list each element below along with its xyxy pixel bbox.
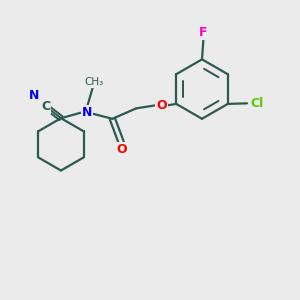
Text: C: C [41,100,50,113]
Text: Cl: Cl [251,97,264,110]
Text: F: F [199,26,208,39]
Text: O: O [156,99,167,112]
Text: N: N [82,106,92,119]
Text: CH₃: CH₃ [84,77,104,87]
Text: O: O [116,142,127,156]
Text: N: N [28,88,39,101]
